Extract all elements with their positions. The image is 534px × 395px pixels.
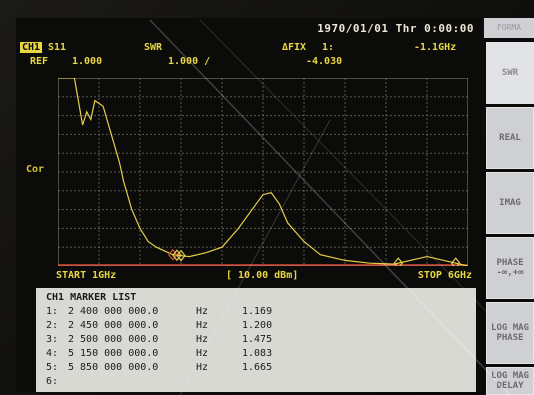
softkey-sublabel: -∞,+∞ [496,268,524,278]
datetime: 1970/01/01 Thr 0:00:00 [317,22,474,35]
marker-index: 2: [46,320,59,331]
trace-header: CH1 S11 SWR ΔFIX 1: -1.1GHz REF 1.000 1.… [16,40,482,72]
marker-row[interactable]: 1: 2 400 000 000.0 Hz 1.169 [46,306,466,319]
status-bar: 1970/01/01 Thr 0:00:00 [16,18,482,40]
marker-value: 1.200 [242,320,273,331]
marker-value: 1.665 [242,362,273,373]
softkey-sublabel: DELAY [496,381,524,391]
delta-mode: ΔFIX [282,42,307,53]
softkey-label: LOG MAG [491,323,529,333]
ref-label: REF [30,56,49,67]
marker-glyph [393,257,404,266]
marker-freq: -1.1GHz [414,42,457,53]
marker-row[interactable]: 6: [46,376,466,389]
marker-value: 1.083 [242,348,273,359]
marker-value: 1.169 [242,306,273,317]
marker-row[interactable]: 2: 2 450 000 000.0 Hz 1.200 [46,320,466,333]
marker-frequency: 5 150 000 000.0 [68,348,159,359]
softkey-panel: FORMA SWR REAL IMAG PHASE -∞,+∞ LOG MAG … [484,18,534,395]
marker-unit: Hz [196,362,209,373]
marker-unit: Hz [196,320,209,331]
softkey-label: LOG MAG [491,371,529,381]
softkey-label: PHASE [496,258,524,268]
s-parameter: S11 [48,42,67,53]
softkey-label: REAL [499,133,521,143]
start-frequency: START 1GHz [56,270,117,281]
softkey-real[interactable]: REAL [486,107,534,169]
correction-indicator: Cor [26,164,45,175]
marker-label: 1: [322,42,335,53]
marker-unit: Hz [196,334,209,345]
scale-value: 1.000 / [168,56,211,67]
marker-index: 4: [46,348,59,359]
channel-badge[interactable]: CH1 [20,42,43,53]
marker-glyph [172,249,182,262]
analyzer-screen: 1970/01/01 Thr 0:00:00 CH1 S11 SWR ΔFIX … [16,18,482,392]
softkey-imag[interactable]: IMAG [486,172,534,234]
marker-row[interactable]: 4: 5 150 000 000.0 Hz 1.083 [46,348,466,361]
format-label: SWR [144,42,163,53]
marker-index: 6: [46,376,59,387]
marker-glyph [176,249,186,262]
marker-list-title: CH1 MARKER LIST [46,292,137,303]
delta-value: -4.030 [306,56,343,67]
swr-trace-line [58,78,468,266]
softkey-label: SWR [501,68,519,78]
sweep-footer: START 1GHz [ 10.00 dBm] STOP 6GHz [16,266,482,284]
marker-index: 5: [46,362,59,373]
swr-trace-chart [58,78,468,266]
marker-row[interactable]: 3: 2 500 000 000.0 Hz 1.475 [46,334,466,347]
marker-value: 1.475 [242,334,273,345]
softkey-menu-title: FORMA [484,18,534,38]
softkey-label: IMAG [499,198,521,208]
softkey-log-mag-phase[interactable]: LOG MAG PHASE [486,302,534,364]
marker-unit: Hz [196,348,209,359]
ref-value: 1.000 [72,56,103,67]
marker-list-panel: CH1 MARKER LIST 1: 2 400 000 000.0 Hz 1.… [36,288,476,392]
marker-glyph [450,257,461,266]
power-level: [ 10.00 dBm] [226,270,299,281]
marker-frequency: 2 500 000 000.0 [68,334,159,345]
marker-index: 1: [46,306,59,317]
marker-row[interactable]: 5: 5 850 000 000.0 Hz 1.665 [46,362,466,375]
marker-glyph [168,248,178,261]
marker-unit: Hz [196,306,209,317]
marker-frequency: 5 850 000 000.0 [68,362,159,373]
softkey-log-mag-delay[interactable]: LOG MAG DELAY [486,367,534,395]
softkey-phase[interactable]: PHASE -∞,+∞ [486,237,534,299]
softkey-swr[interactable]: SWR [486,42,534,104]
softkey-sublabel: PHASE [496,333,524,343]
stop-frequency: STOP 6GHz [417,270,472,281]
marker-index: 3: [46,334,59,345]
marker-frequency: 2 400 000 000.0 [68,306,159,317]
marker-frequency: 2 450 000 000.0 [68,320,159,331]
